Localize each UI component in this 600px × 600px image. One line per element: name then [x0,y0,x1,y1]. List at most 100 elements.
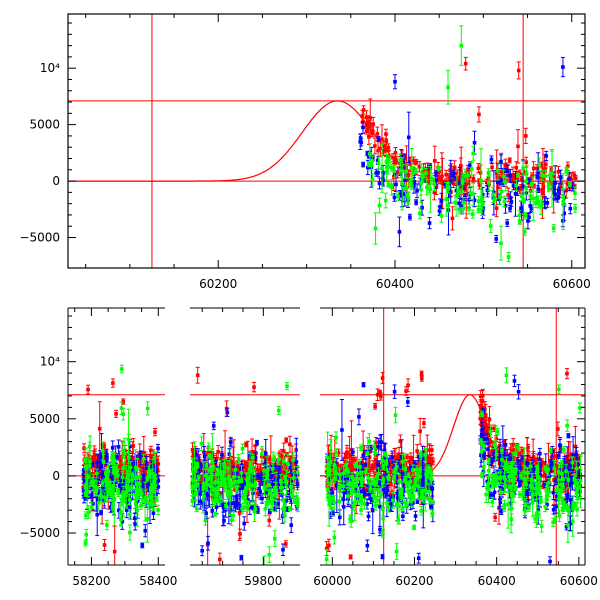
data-point [137,474,142,479]
data-point [567,176,572,181]
data-point [549,167,554,171]
data-point [393,79,397,84]
data-point [100,449,105,453]
data-point [289,523,294,527]
data-point [119,497,124,502]
data-point [505,221,510,225]
data-point [112,497,117,502]
data-point [108,468,113,472]
data-point [531,166,536,171]
data-point [204,492,208,496]
data-point [154,469,159,473]
data-point [93,457,97,461]
data-point [519,206,523,211]
data-point [394,182,398,187]
data-point [225,479,230,484]
data-point [95,512,100,517]
data-point [459,43,464,48]
data-point [153,430,157,434]
data-point [499,169,504,174]
data-point [194,453,198,457]
data-point [226,501,231,506]
data-point [447,188,452,193]
data-point [127,498,132,502]
data-point [112,459,117,463]
data-point [277,467,281,472]
data-point [392,195,397,200]
data-point [406,135,411,140]
data-point [366,120,370,125]
data-point [502,199,507,204]
data-point [434,185,439,189]
data-point [253,454,257,458]
data-point [96,477,101,482]
data-point [129,486,134,490]
data-point [206,451,210,455]
data-point [532,184,536,188]
data-point [82,590,86,594]
data-point [541,185,546,189]
data-point [204,468,209,473]
data-point [418,211,422,216]
data-point [228,508,233,513]
data-point [242,521,247,526]
data-point [509,176,514,180]
data-point [136,594,140,598]
data-point [493,197,497,202]
data-point [151,486,156,490]
data-point [458,208,462,213]
data-point [542,179,547,183]
data-point [453,200,457,205]
data-point [536,170,540,175]
data-point [191,454,195,458]
data-point [558,175,563,179]
data-point [551,175,555,179]
data-point [110,478,115,483]
data-point [141,485,145,489]
data-point [518,220,522,224]
data-point [84,513,88,518]
data-point [361,162,365,167]
data-point [573,191,577,196]
data-point [255,467,260,472]
data-point [467,207,471,211]
data-point [421,172,425,177]
data-point [518,188,522,193]
data-point [360,114,365,119]
data-point [471,176,476,181]
data-point [211,424,216,428]
data-point [120,475,125,479]
data-point [104,478,109,483]
data-point [284,542,288,546]
data-point [139,456,143,460]
data-point [368,116,373,120]
data-point [95,471,99,476]
data-point [101,460,106,464]
data-point [419,187,423,192]
data-point [145,406,150,411]
data-point [520,177,524,181]
data-point [515,186,520,190]
data-point [359,140,364,145]
data-point [140,497,145,502]
data-point [389,184,394,189]
data-point [114,465,118,470]
data-point [444,197,448,202]
data-point [536,200,541,204]
data-point [133,493,138,497]
data-point [83,492,88,496]
top-plot-area [68,14,585,268]
data-point [437,169,442,174]
data-point [528,204,533,208]
data-point [128,512,132,517]
data-point [546,186,551,191]
data-point [137,460,142,464]
data-point [471,192,476,196]
data-point [137,488,142,492]
data-point [506,255,511,259]
data-point [457,201,462,206]
data-point [85,489,89,494]
data-point [149,464,154,469]
data-point [377,203,382,208]
